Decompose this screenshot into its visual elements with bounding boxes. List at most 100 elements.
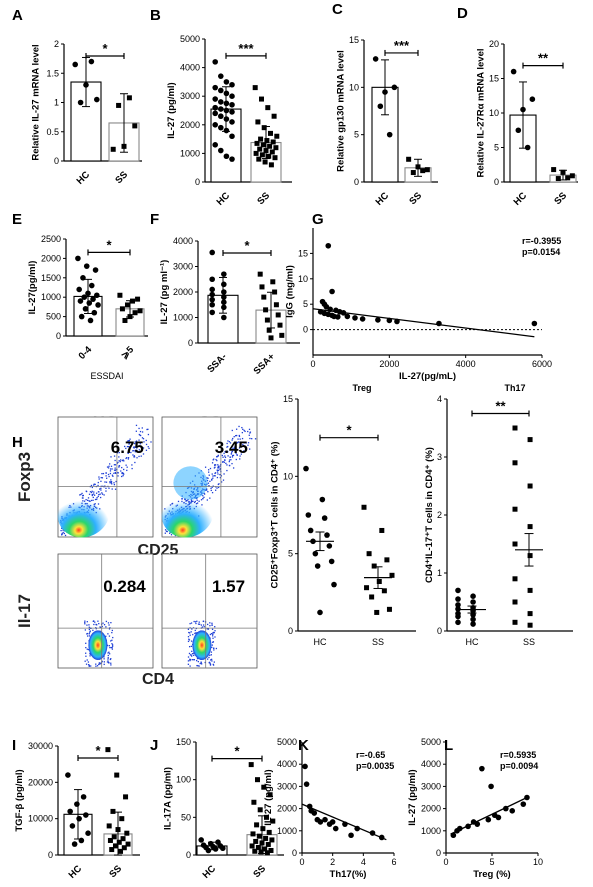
event-dot [108,475,110,478]
event-dot [228,460,230,463]
event-dot [235,435,237,437]
data-point [117,292,123,298]
y-tick-label: 3000 [173,262,193,272]
event-dot [114,459,116,462]
event-dot [233,447,235,450]
regression-line [450,796,528,835]
data-point [273,302,279,308]
event-dot [222,479,225,481]
event-dot [200,663,203,665]
event-dot [129,438,131,440]
data-point [81,294,88,301]
event-dot [243,442,245,444]
data-point [375,317,381,323]
correlation-stat: r=-0.65 [356,750,385,760]
event-dot [201,626,204,628]
event-dot [249,432,251,434]
y-tick-label: 15 [489,74,499,84]
y-tick-label: 0 [188,338,193,348]
data-point [455,602,461,608]
event-dot [86,635,89,637]
event-dot [106,644,109,647]
y-axis-title: IgG (mg/ml) [285,265,296,318]
data-point [512,506,518,512]
event-dot [206,477,208,479]
category-label: SS [523,637,535,647]
data-point [332,825,339,832]
significance-label: *** [238,41,254,56]
event-dot [141,427,143,429]
event-dot [217,486,220,489]
data-point [111,834,117,840]
event-dot [116,462,118,464]
data-point [212,110,218,117]
event-dot [109,472,112,475]
data-point [389,572,395,578]
event-dot [145,443,148,446]
data-point [116,102,122,108]
event-dot [134,446,137,448]
event-dot [237,438,239,440]
event-dot [84,623,86,625]
event-dot [99,626,101,628]
event-dot [223,452,225,455]
event-dot [193,652,195,654]
event-dot [128,446,130,448]
data-point [268,335,274,341]
event-dot [196,620,198,622]
event-dot [238,447,241,449]
event-dot [150,441,152,443]
event-dot [121,466,123,469]
data-point [378,834,385,841]
data-point [455,596,461,602]
event-dot [107,622,110,624]
data-point [74,801,80,807]
data-point [512,619,518,625]
category-label: SS [372,637,384,647]
event-dot [212,637,214,639]
data-point [386,131,393,138]
event-dot [231,451,233,453]
data-point [124,830,130,836]
event-dot [196,664,198,667]
event-dot [209,467,212,470]
event-dot [206,489,208,491]
y-tick-label: 1.5 [46,68,59,78]
data-point [369,830,376,836]
event-dot [88,664,90,667]
data-point [267,792,273,798]
data-point [255,119,261,125]
flow-plot: 6.75 [57,416,154,538]
event-dot [118,451,120,454]
event-dot [217,473,219,475]
event-dot [100,662,102,664]
data-point [121,143,127,149]
event-dot [61,532,63,535]
data-point [386,317,393,324]
category-label: HC [75,169,93,187]
event-dot [122,475,124,477]
data-point [391,84,398,91]
event-dot [119,460,121,463]
event-dot [61,533,63,535]
event-dot [215,647,218,650]
category-label: ⩾5 [119,344,137,362]
quadrant-percentage: 6.75 [111,438,144,457]
event-dot [191,659,193,661]
data-point [485,816,492,823]
event-dot [63,532,65,535]
event-dot [191,628,193,630]
event-dot [217,467,219,469]
event-dot [128,439,131,442]
event-dot [120,459,122,461]
event-dot [84,629,87,631]
event-dot [211,478,213,480]
data-point [218,113,224,120]
chart-E: 0 500 1000 1500 2000 2500 IL-27(pg/ml) 0-4 ⩾5 * ES… [27,234,148,381]
x-tick-label: 0 [299,857,304,867]
event-dot [239,441,241,443]
data-point [223,127,230,134]
event-dot [241,437,244,440]
event-dot [211,635,214,637]
event-dot [104,481,106,483]
